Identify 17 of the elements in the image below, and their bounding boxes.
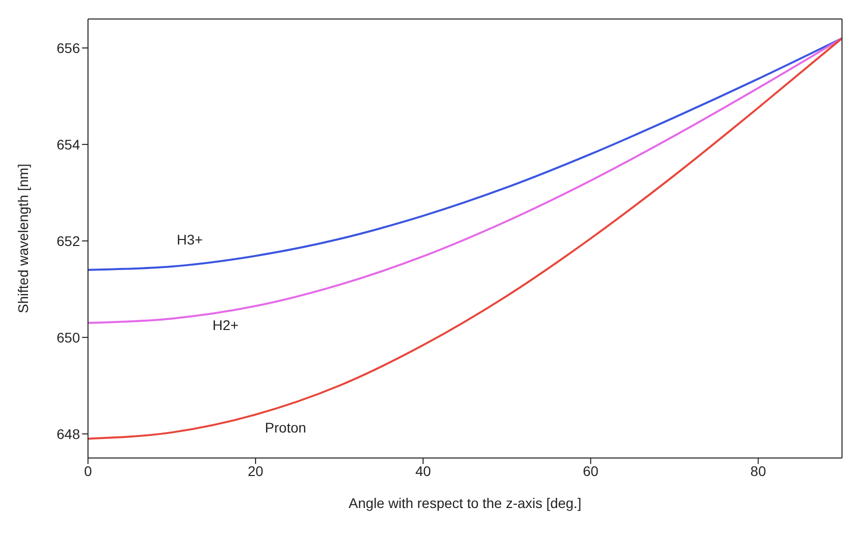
line-series xyxy=(88,37,842,440)
y-axis-title: Shifted wavelength [nm] xyxy=(14,164,31,314)
series-label: Proton xyxy=(264,420,306,436)
x-tick-label: 20 xyxy=(248,462,264,479)
y-tick-label: 656 xyxy=(56,40,80,56)
y-tick-label: 650 xyxy=(56,329,80,346)
line-series xyxy=(88,37,842,271)
y-tick-label: 654 xyxy=(56,136,80,152)
x-tick-label: 80 xyxy=(750,462,766,479)
x-axis-title: Angle with respect to the z-axis [deg.] xyxy=(348,495,582,511)
series-label: H3+ xyxy=(176,231,203,248)
x-tick-label: 0 xyxy=(84,462,92,479)
series-label: H2+ xyxy=(212,317,239,334)
y-tick-label: 652 xyxy=(56,232,80,249)
x-tick-label: 60 xyxy=(582,462,599,479)
y-tick-label: 648 xyxy=(56,426,80,442)
x-tick-label: 40 xyxy=(415,462,432,479)
